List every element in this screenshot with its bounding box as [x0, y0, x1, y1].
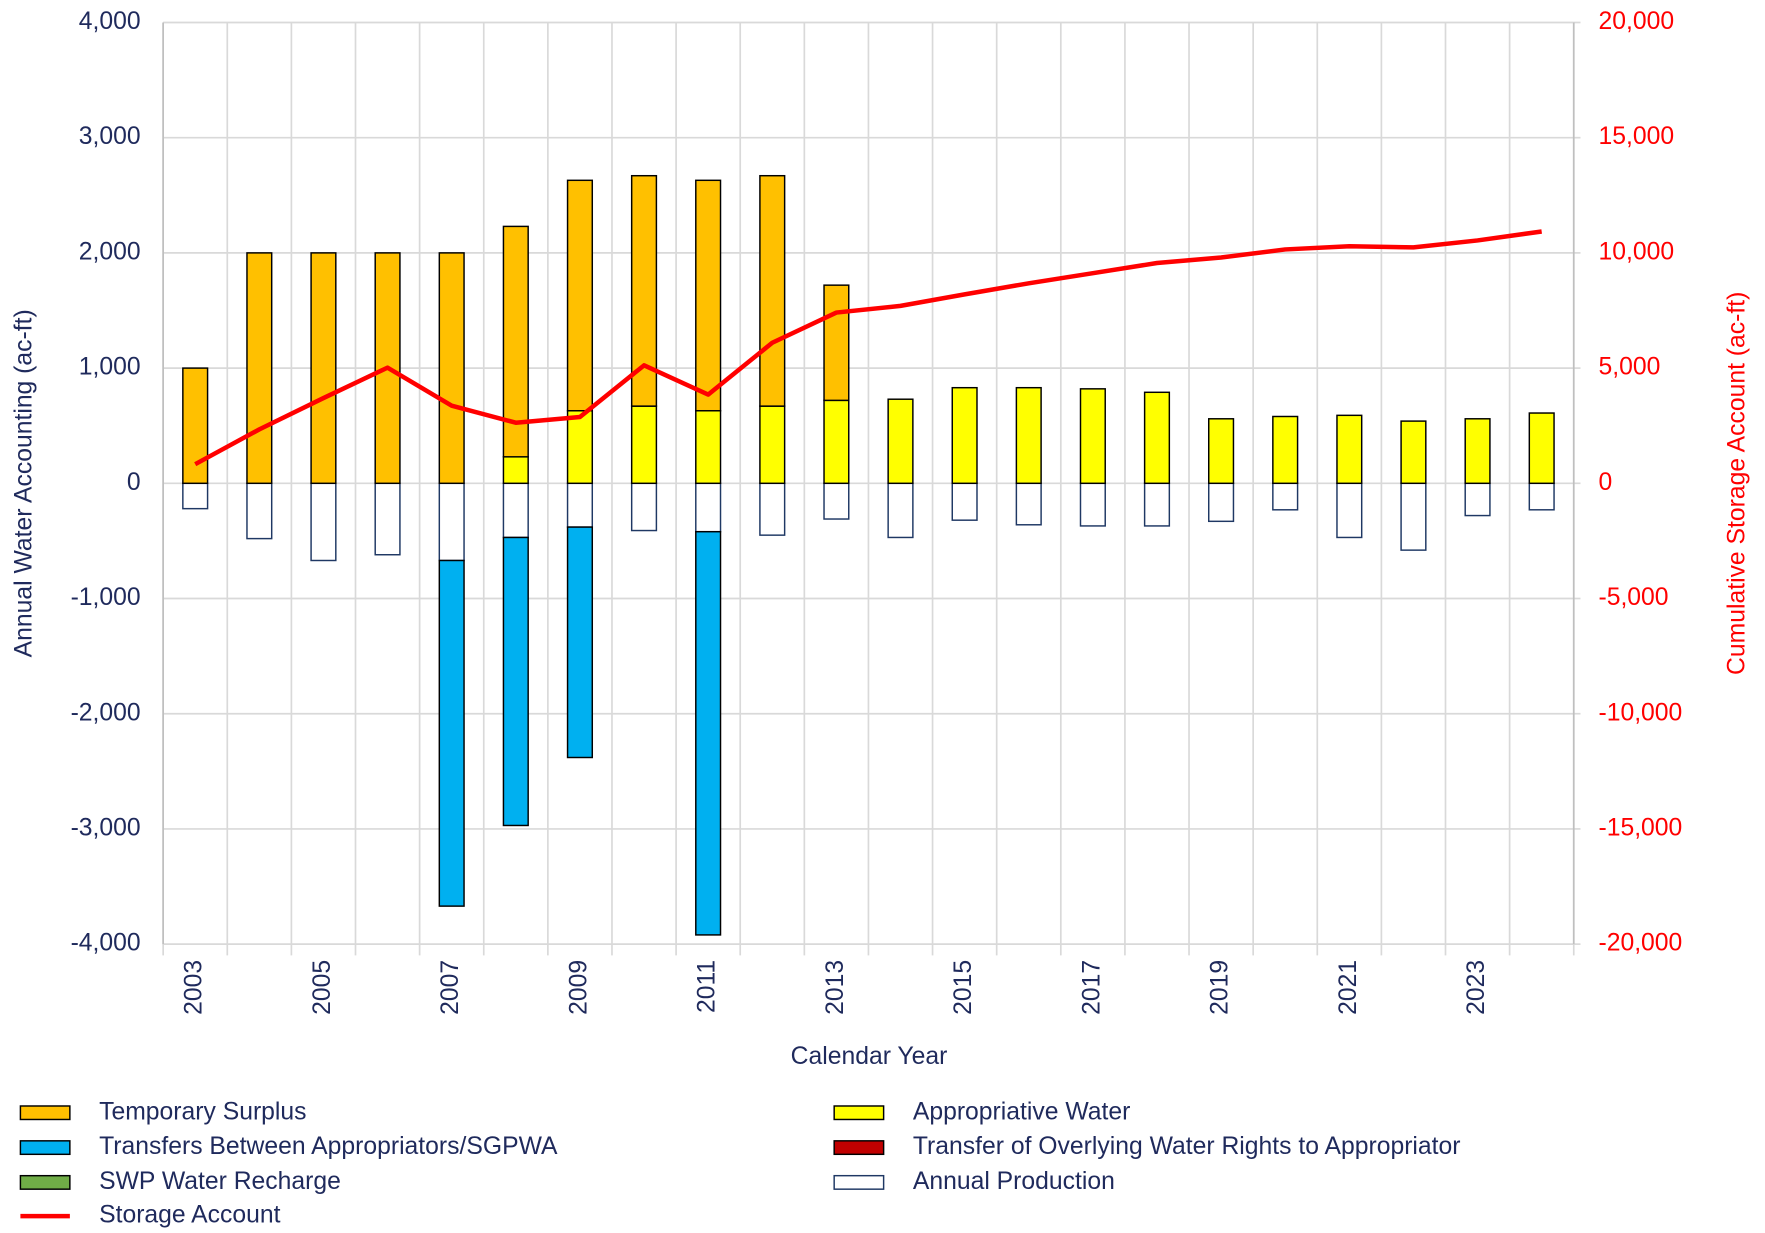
x-axis-label: Calendar Year [791, 1043, 948, 1070]
bar [1208, 482, 1235, 523]
bar [695, 530, 722, 936]
bar [182, 482, 209, 510]
legend-label: Appropriative Water [913, 1098, 1131, 1125]
bar [695, 179, 722, 412]
bar [823, 482, 850, 520]
y2-tick-label: -10,000 [1598, 699, 1682, 726]
bar [438, 252, 465, 485]
bar [887, 482, 914, 539]
y-tick-label: 2,000 [79, 238, 141, 265]
bar [182, 367, 209, 485]
bar [502, 456, 529, 485]
y-tick-label: -2,000 [71, 699, 141, 726]
bar [502, 482, 529, 539]
bar [1400, 420, 1427, 485]
y2-tick-label: 0 [1598, 469, 1612, 496]
legend-swatch [19, 1140, 71, 1156]
bar [759, 482, 786, 536]
legend-label: Transfers Between Appropriators/SGPWA [99, 1133, 558, 1160]
legend-swatch [833, 1140, 885, 1156]
bar [630, 405, 658, 485]
legend-swatch [19, 1174, 71, 1190]
bar [823, 399, 850, 485]
bar [759, 174, 786, 407]
bar [1208, 418, 1235, 485]
x-tick-label: 2009 [565, 960, 592, 1015]
x-tick-label: 2007 [437, 960, 464, 1015]
bar [951, 482, 978, 521]
bar [1464, 418, 1491, 485]
x-tick-label: 2015 [950, 960, 977, 1015]
bar [1143, 391, 1171, 485]
bar [695, 409, 722, 485]
y-tick-label: -1,000 [71, 584, 141, 611]
y-tick-label: -4,000 [71, 930, 141, 957]
legend-label: SWP Water Recharge [99, 1168, 341, 1195]
x-tick-label: 2011 [694, 960, 721, 1013]
bar [951, 386, 978, 485]
bar [310, 482, 337, 562]
y2-tick-label: 5,000 [1598, 354, 1660, 381]
y2-tick-label: -20,000 [1598, 930, 1682, 957]
y-tick-label: 4,000 [79, 8, 141, 35]
bar [630, 482, 658, 532]
bar [887, 398, 914, 485]
legend-label: Temporary Surplus [99, 1098, 306, 1125]
bar [1143, 482, 1171, 527]
bar [759, 405, 786, 485]
bar [566, 526, 594, 759]
legend-label: Transfer of Overlying Water Rights to Ap… [913, 1133, 1461, 1160]
y-tick-label: 3,000 [79, 123, 141, 150]
x-tick-label: 2003 [181, 960, 208, 1015]
legend-label: Annual Production [913, 1168, 1115, 1195]
line [194, 229, 1542, 467]
bar [1336, 414, 1363, 485]
x-tick-label: 2023 [1463, 960, 1490, 1015]
bar [695, 482, 722, 533]
bar [566, 482, 594, 528]
bar [1079, 482, 1106, 527]
y2-tick-label: 20,000 [1598, 8, 1674, 35]
legend-swatch [833, 1174, 885, 1190]
bar [1336, 482, 1363, 539]
bar [1272, 482, 1299, 511]
bar [438, 559, 465, 907]
bar [1272, 415, 1299, 485]
bar [310, 252, 337, 485]
y2-tick-label: 15,000 [1598, 123, 1674, 150]
bar [566, 179, 594, 412]
x-tick-label: 2005 [309, 960, 336, 1015]
bar [1528, 412, 1555, 485]
bar [1079, 388, 1106, 485]
bar [374, 482, 401, 556]
y-tick-label: 1,000 [79, 354, 141, 381]
y2-tick-label: 10,000 [1598, 238, 1674, 265]
x-tick-label: 2019 [1207, 960, 1234, 1015]
bar [1400, 482, 1427, 551]
bar [1015, 386, 1042, 485]
bar [246, 482, 273, 540]
y2-tick-label: -15,000 [1598, 814, 1682, 841]
bar [1464, 482, 1491, 517]
bar [566, 409, 594, 485]
bar [823, 284, 850, 402]
bar [502, 536, 529, 827]
legend-label: Storage Account [99, 1202, 281, 1229]
x-tick-label: 2017 [1078, 960, 1105, 1015]
y-tick-label: -3,000 [71, 814, 141, 841]
bar [1015, 482, 1042, 526]
legend-swatch [833, 1105, 885, 1121]
y-axis-label: Annual Water Accounting (ac-ft) [10, 309, 37, 657]
x-tick-label: 2013 [822, 960, 849, 1015]
y2-tick-label: -5,000 [1598, 584, 1668, 611]
y-tick-label: 0 [127, 469, 141, 496]
bar [438, 482, 465, 562]
bar [1528, 482, 1555, 511]
y2-axis-label: Cumulative Storage Account (ac-ft) [1723, 292, 1750, 675]
x-tick-label: 2021 [1335, 960, 1362, 1015]
bar [246, 252, 273, 485]
legend-swatch [19, 1105, 71, 1121]
